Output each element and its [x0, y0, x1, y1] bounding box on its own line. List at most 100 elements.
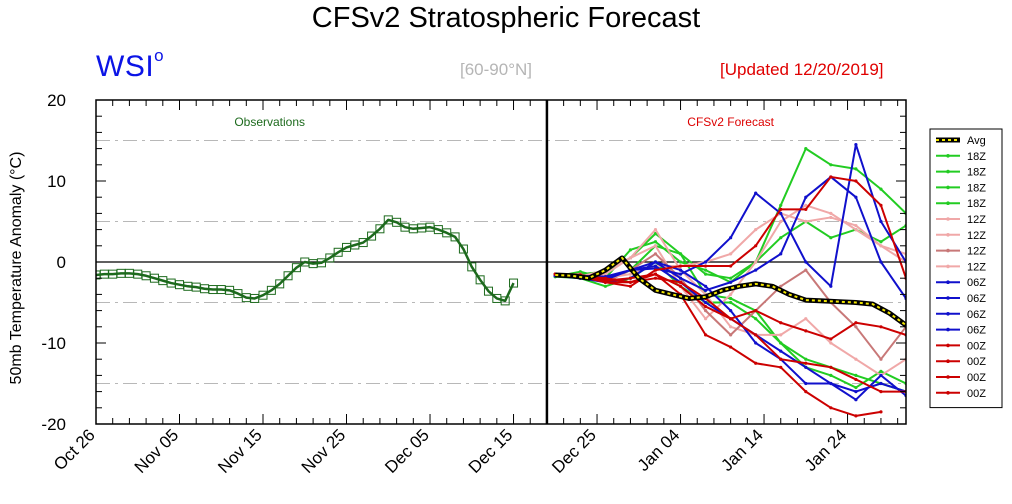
- forecast-point: [804, 357, 808, 361]
- legend-label: 12Z: [967, 230, 986, 242]
- forecast-point: [729, 317, 733, 321]
- y-tick-label: 20: [47, 91, 66, 110]
- forecast-point: [829, 341, 833, 345]
- forecast-point: [854, 321, 858, 325]
- observation-marker: [358, 238, 368, 248]
- legend-swatch-point: [946, 280, 950, 285]
- panel-label-forecast: CFSv2 Forecast: [687, 115, 774, 129]
- forecast-point: [854, 357, 858, 361]
- x-tick-label: Nov 25: [298, 425, 350, 477]
- forecast-point: [754, 260, 758, 264]
- forecast-point: [779, 203, 783, 207]
- forecast-series-line: [555, 273, 906, 340]
- observation-marker: [450, 232, 460, 242]
- forecast-point: [603, 284, 607, 288]
- observation-marker: [291, 263, 301, 273]
- legend-swatch-point: [946, 154, 950, 158]
- observation-marker: [325, 253, 335, 263]
- forecast-point: [854, 223, 858, 228]
- forecast-point: [854, 142, 858, 147]
- forecast-point: [879, 260, 883, 264]
- forecast-point: [779, 284, 783, 288]
- legend-label: 00Z: [967, 340, 986, 352]
- forecast-point: [779, 357, 783, 361]
- forecast-point: [678, 284, 683, 288]
- forecast-point: [829, 284, 833, 288]
- forecast-point: [804, 329, 808, 333]
- forecast-point: [854, 325, 858, 329]
- legend-label: 12Z: [967, 214, 986, 226]
- brand-text: WSI: [96, 50, 155, 83]
- forecast-point: [779, 211, 783, 215]
- brand-logo: WSIo: [96, 46, 164, 84]
- forecast-point: [804, 147, 808, 151]
- y-tick-label: -20: [41, 415, 66, 434]
- legend-swatch-point: [946, 201, 950, 205]
- forecast-point: [754, 309, 758, 313]
- legend-swatch-point: [946, 375, 950, 379]
- legend-label: 18Z: [967, 182, 986, 194]
- observation-marker: [316, 258, 326, 268]
- forecast-point: [804, 260, 808, 264]
- forecast-point: [879, 410, 883, 414]
- forecast-point: [804, 203, 808, 207]
- forecast-point: [628, 256, 633, 260]
- legend-label: 18Z: [967, 151, 986, 163]
- forecast-point: [754, 333, 758, 337]
- forecast-point: [879, 390, 883, 394]
- forecast-point: [879, 381, 883, 386]
- forecast-point: [729, 309, 733, 313]
- forecast-point: [729, 252, 733, 256]
- legend-swatch-point: [946, 169, 950, 174]
- forecast-point: [879, 373, 883, 377]
- forecast-point: [729, 345, 733, 349]
- forecast-point: [779, 321, 783, 325]
- legend-swatch-point: [946, 248, 950, 253]
- forecast-point: [879, 369, 883, 373]
- forecast-point: [879, 240, 883, 244]
- x-tick-label: Jan 04: [634, 425, 684, 475]
- forecast-point: [754, 191, 758, 195]
- forecast-point: [804, 317, 808, 321]
- observation-marker: [509, 278, 519, 288]
- forecast-point: [804, 219, 808, 224]
- forecast-point: [628, 276, 633, 280]
- legend-swatch-point: [946, 233, 950, 237]
- forecast-point: [703, 260, 708, 264]
- legend-label: 12Z: [967, 261, 986, 273]
- chart-title: CFSv2 Stratospheric Forecast: [311, 2, 701, 34]
- forecast-point: [703, 268, 708, 272]
- x-tick-label: Nov 05: [131, 425, 183, 477]
- forecast-point: [829, 373, 833, 377]
- legend-label: 00Z: [967, 388, 986, 400]
- forecast-point: [653, 232, 658, 236]
- legend-swatch-point: [946, 264, 950, 269]
- forecast-point: [854, 179, 858, 183]
- forecast-point: [703, 300, 708, 305]
- legend-swatch-point: [946, 312, 950, 316]
- forecast-point: [804, 195, 808, 199]
- forecast-point: [854, 373, 858, 377]
- forecast-point: [879, 187, 883, 191]
- legend-label: Avg: [967, 135, 986, 147]
- legend-label: 06Z: [967, 293, 986, 305]
- forecast-point: [829, 365, 833, 369]
- forecast-point: [603, 272, 607, 276]
- observation-marker: [275, 279, 285, 289]
- legend-label: 06Z: [967, 325, 986, 337]
- forecast-point: [603, 276, 607, 280]
- brand-superscript: o: [154, 46, 165, 65]
- forecast-point: [703, 288, 708, 292]
- forecast-point: [703, 317, 708, 321]
- forecast-point: [854, 398, 858, 402]
- forecast-point: [779, 236, 783, 240]
- x-tick-label: Dec 05: [381, 425, 433, 477]
- forecast-point: [829, 215, 833, 220]
- forecast-point: [678, 272, 683, 276]
- updated-label: [Updated 12/20/2019]: [720, 60, 884, 79]
- forecast-point: [678, 276, 683, 280]
- forecast-point: [779, 219, 783, 224]
- forecast-point: [653, 272, 658, 276]
- observation-marker: [367, 231, 377, 241]
